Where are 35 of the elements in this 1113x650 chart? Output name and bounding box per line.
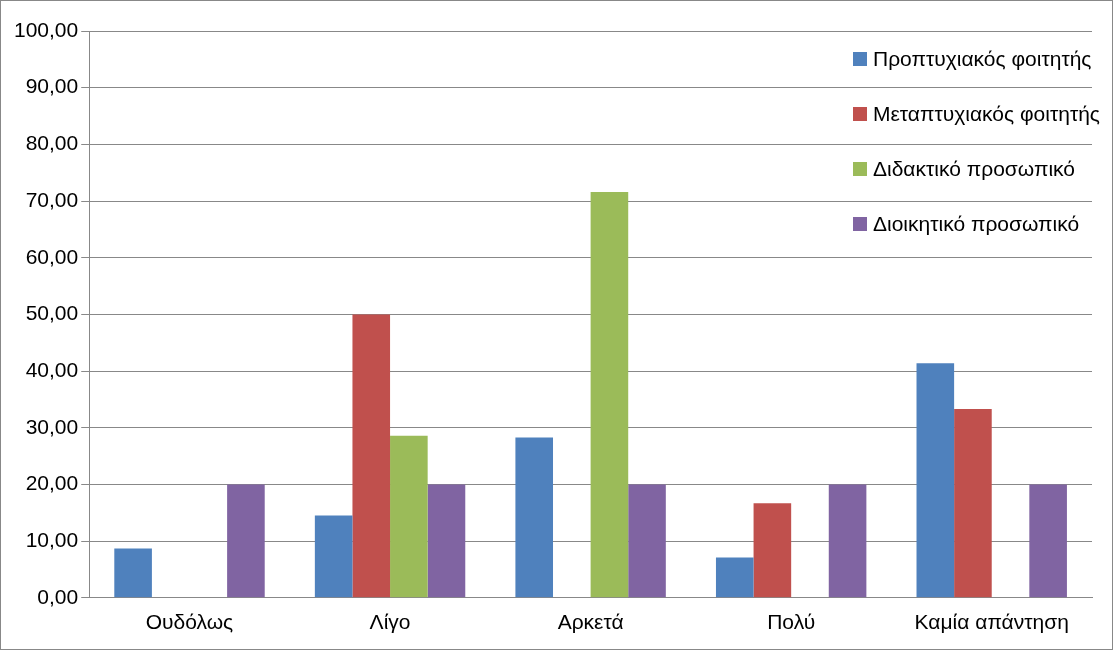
bar bbox=[954, 409, 992, 598]
bar bbox=[1029, 484, 1067, 598]
x-tick-label: Πολύ bbox=[767, 610, 816, 634]
bar bbox=[753, 503, 792, 598]
bar bbox=[916, 363, 955, 598]
bar bbox=[828, 484, 867, 598]
bar bbox=[715, 557, 754, 598]
bar bbox=[515, 437, 554, 598]
bar bbox=[352, 314, 391, 598]
y-tick-label: 0,00 bbox=[37, 584, 79, 608]
legend-label: Προπτυχιακός φοιτητής bbox=[872, 46, 1092, 71]
bar bbox=[628, 484, 666, 598]
bar bbox=[390, 435, 428, 598]
bar bbox=[314, 515, 353, 598]
y-tick-label: 40,00 bbox=[25, 357, 79, 381]
y-tick-label: 10,00 bbox=[25, 527, 79, 551]
y-tick-label: 90,00 bbox=[25, 74, 79, 98]
x-tick-label: Ουδόλως bbox=[145, 610, 234, 634]
x-tick-label: Λίγο bbox=[369, 610, 411, 634]
y-tick-label: 20,00 bbox=[25, 471, 79, 495]
y-tick-label: 100,00 bbox=[14, 17, 79, 41]
y-tick-label: 60,00 bbox=[25, 244, 79, 268]
y-tick-label: 30,00 bbox=[25, 414, 79, 438]
y-tick-label: 50,00 bbox=[25, 301, 79, 325]
y-tick-label: 70,00 bbox=[25, 187, 79, 211]
bar bbox=[590, 191, 629, 598]
y-tick-label: 80,00 bbox=[25, 131, 79, 155]
bar bbox=[227, 484, 265, 598]
legend-label: Διδακτικό προσωπικό bbox=[872, 156, 1075, 181]
x-tick-label: Καμία απάντηση bbox=[914, 610, 1069, 634]
x-tick-label: Αρκετά bbox=[557, 610, 624, 634]
bar bbox=[114, 548, 152, 598]
legend-label: Μεταπτυχιακός φοιτητής bbox=[872, 101, 1100, 126]
bar bbox=[427, 484, 466, 598]
legend-label: Διοικητικό προσωπικό bbox=[872, 211, 1080, 236]
